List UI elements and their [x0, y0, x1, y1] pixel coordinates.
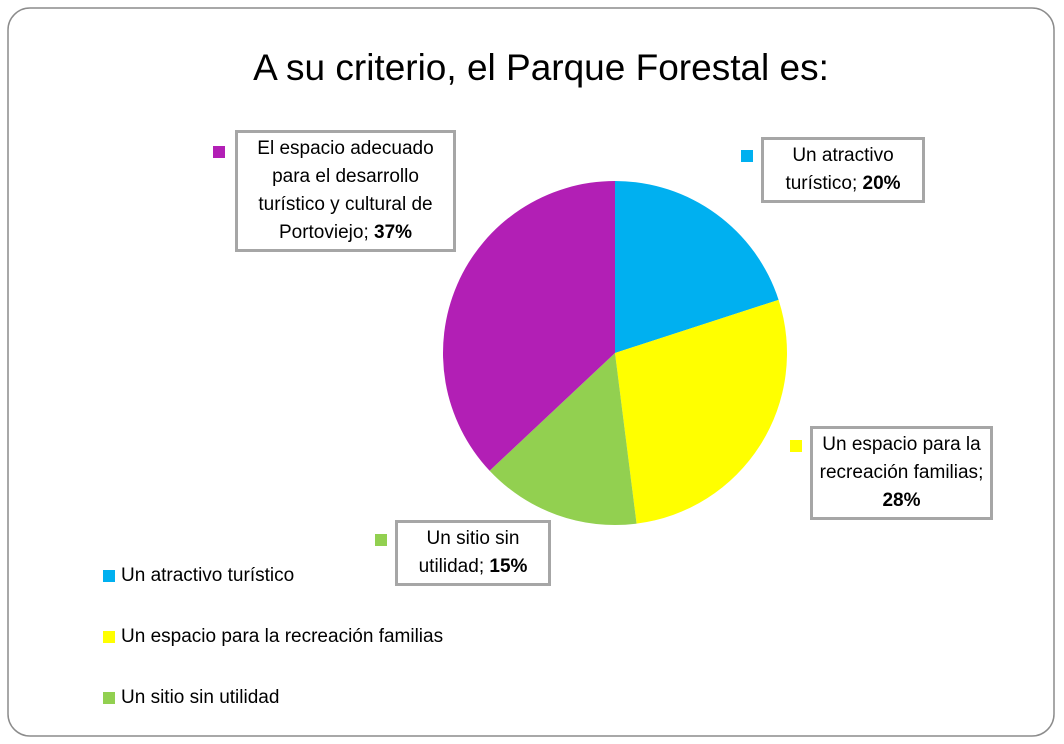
label-category: Un atractivo turístico	[785, 145, 894, 194]
data-label: El espacio adecuado para el desarrollo t…	[235, 130, 456, 252]
pie-slice	[615, 299, 788, 524]
legend-label: Un espacio para la recreación familias	[121, 626, 443, 647]
label-separator: ;	[363, 222, 375, 243]
label-category: Un sitio sin utilidad	[418, 528, 520, 577]
data-label: Un espacio para la recreación familias; …	[810, 426, 993, 520]
legend-label: Un atractivo turístico	[121, 565, 294, 586]
legend-swatch	[103, 631, 115, 643]
label-key	[790, 440, 802, 452]
legend-swatch	[103, 692, 115, 704]
label-value: 15%	[489, 556, 528, 577]
label-key	[741, 150, 753, 162]
chart-title: A su criterio, el Parque Forestal es:	[253, 47, 829, 88]
label-key	[213, 146, 225, 158]
data-label: Un atractivo turístico; 20%	[761, 137, 925, 203]
label-key	[375, 534, 387, 546]
label-value: 20%	[862, 173, 901, 194]
data-label: Un sitio sin utilidad; 15%	[395, 520, 551, 586]
label-separator: ;	[978, 462, 984, 483]
label-separator: ;	[478, 556, 490, 577]
pie-slice	[615, 181, 779, 353]
pie-slice	[489, 353, 637, 525]
label-value: 28%	[882, 490, 921, 511]
label-value: 37%	[374, 222, 413, 243]
legend-label: Un sitio sin utilidad	[121, 687, 279, 708]
legend-swatch	[103, 570, 115, 582]
label-category: El espacio adecuado para el desarrollo t…	[257, 138, 434, 243]
label-separator: ;	[851, 173, 863, 194]
label-category: Un espacio para la recreación familias	[819, 434, 981, 483]
pie-slice	[442, 181, 615, 471]
